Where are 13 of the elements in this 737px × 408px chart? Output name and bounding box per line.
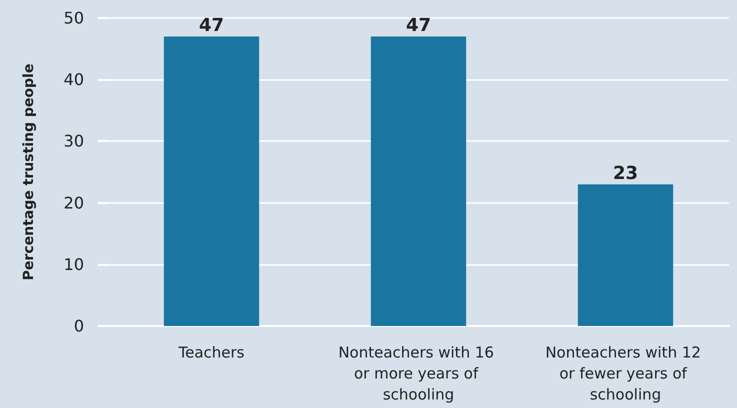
data-label: 47 [406, 14, 432, 36]
y-tick-label: 0 [74, 316, 84, 336]
y-tick-label: 40 [64, 70, 84, 90]
x-tick-label: Nonteachers with 12 or fewer years of schooling [545, 344, 706, 404]
y-tick-label: 30 [64, 132, 84, 151]
x-tick-label: Teachers [178, 344, 245, 362]
data-label: 23 [612, 162, 638, 184]
y-tick-label: 10 [64, 254, 84, 274]
x-tick-label: Nonteachers with 16 or more years of schooling [338, 344, 499, 404]
y-axis-title: Percentage trusting people [21, 64, 37, 280]
y-tick-label: 50 [64, 8, 84, 28]
data-label: 47 [198, 14, 224, 36]
y-tick-label: 20 [64, 193, 84, 212]
